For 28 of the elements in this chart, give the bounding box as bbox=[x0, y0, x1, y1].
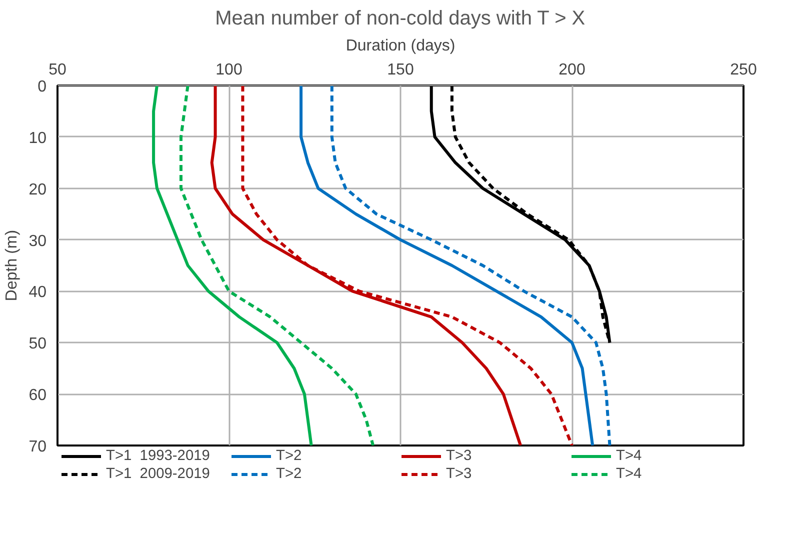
y-axis-title: Depth (m) bbox=[4, 230, 21, 302]
legend-label: T>3 bbox=[446, 465, 473, 483]
y-tick-label: 50 bbox=[28, 336, 47, 353]
legend-label: T>2 bbox=[276, 447, 303, 465]
legend-label: T>3 bbox=[446, 447, 473, 465]
y-tick-label: 10 bbox=[28, 130, 47, 147]
x-axis-title: Duration (days) bbox=[346, 38, 456, 54]
y-tick-label: 20 bbox=[28, 181, 47, 198]
chart-title: Mean number of non-cold days with T > X bbox=[215, 8, 586, 30]
legend-label: T>1 1993-2019 bbox=[106, 447, 211, 465]
x-tick-label: 50 bbox=[48, 62, 66, 78]
x-tick-label: 200 bbox=[558, 62, 586, 78]
y-tick-label: 30 bbox=[28, 232, 47, 250]
legend-label: T>4 bbox=[616, 447, 643, 465]
y-tick-label: 60 bbox=[28, 387, 47, 404]
line-series bbox=[330, 86, 612, 446]
x-tick-label: 100 bbox=[216, 62, 242, 78]
legend-label: T>4 bbox=[616, 465, 643, 483]
x-tick-label: 250 bbox=[730, 62, 757, 78]
line-series bbox=[179, 86, 375, 446]
legend-label: T>1 2009-2019 bbox=[106, 465, 211, 483]
line-series bbox=[300, 86, 594, 446]
y-tick-label: 70 bbox=[28, 438, 47, 456]
y-tick-label: 40 bbox=[28, 284, 47, 302]
line-series bbox=[152, 86, 313, 446]
y-tick-label: 0 bbox=[38, 78, 47, 96]
legend-label: T>2 bbox=[276, 465, 303, 483]
x-tick-label: 150 bbox=[387, 62, 414, 78]
